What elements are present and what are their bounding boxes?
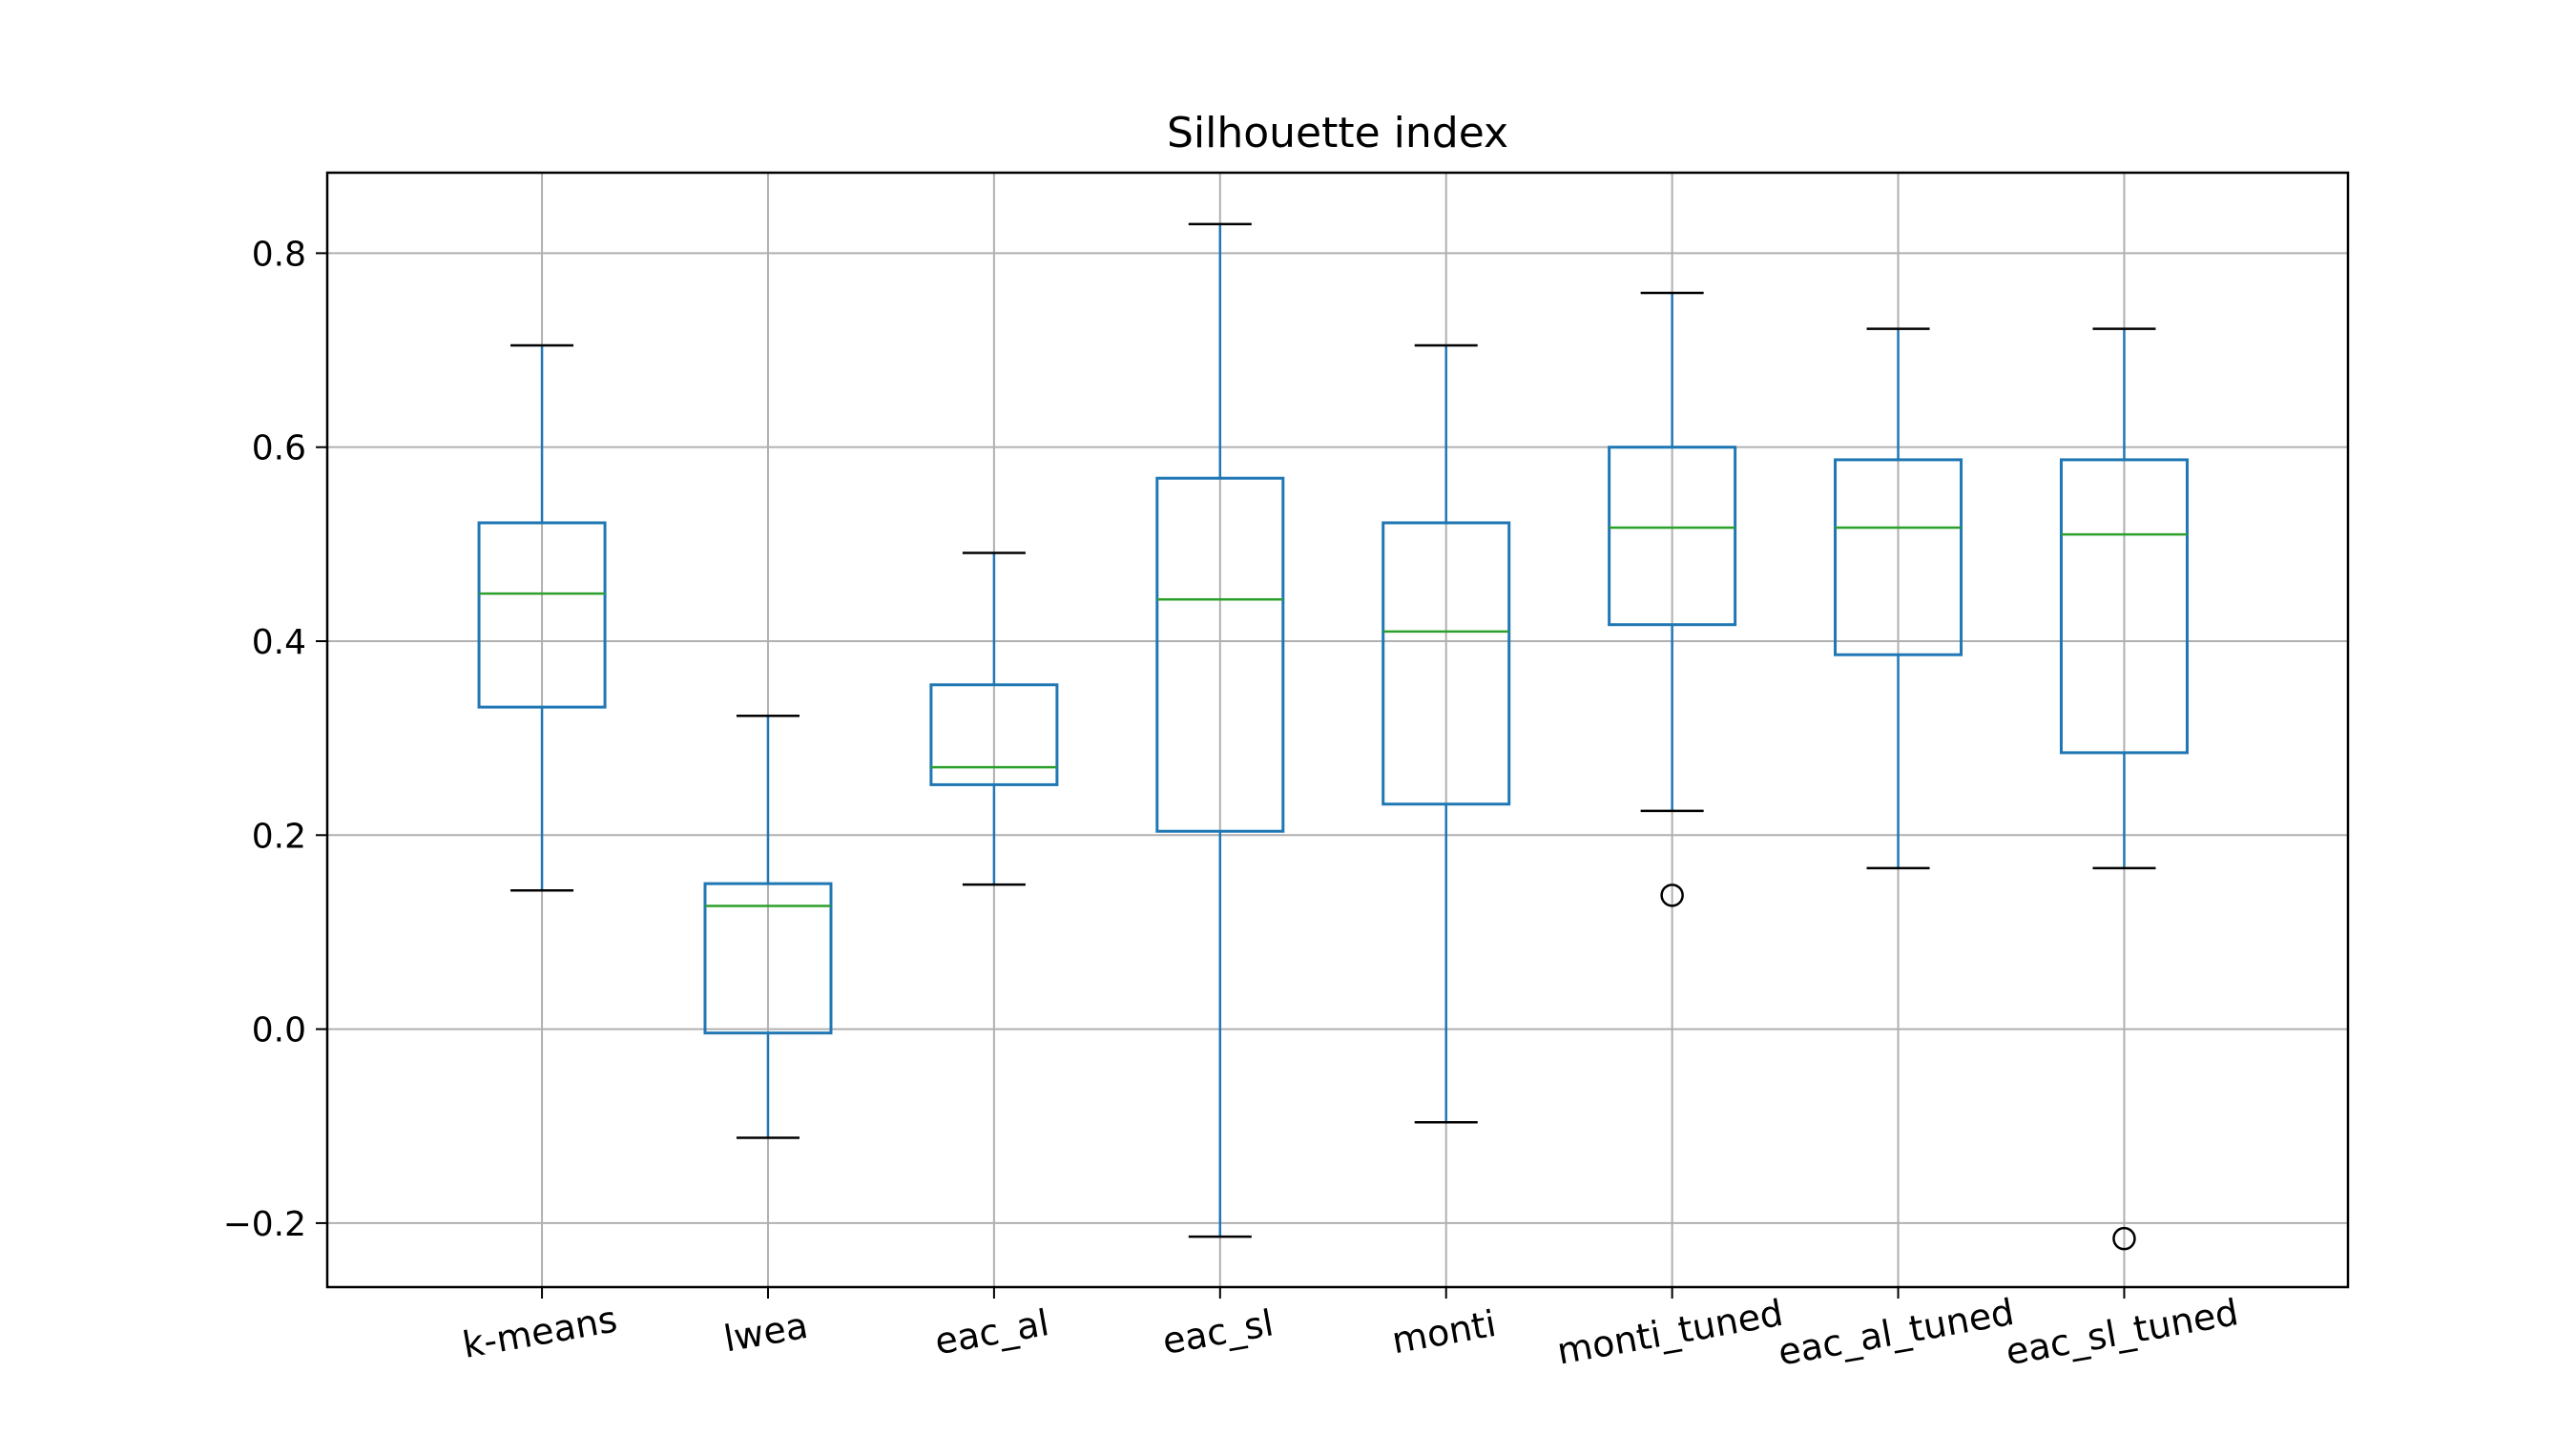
box-eac_sl: [1155, 222, 1285, 1238]
box-iqr: [1608, 446, 1737, 627]
x-tick-label: eac_sl: [1159, 1301, 1277, 1362]
y-tick-label: −0.2: [223, 1205, 306, 1244]
box-lwea: [703, 715, 833, 1139]
y-tick-label: 0.0: [252, 1011, 306, 1050]
outlier-point: [1660, 884, 1684, 907]
y-tick-label: 0.6: [252, 429, 306, 468]
box-series: [477, 222, 2189, 1251]
x-tick-label: lwea: [720, 1304, 811, 1361]
outlier-point: [2112, 1226, 2136, 1251]
box-k-means: [477, 343, 607, 892]
axis-ticks: −0.2 0.0 0.2 0.4 0.6 0.8 k-means lwea eac_al eac_…: [223, 235, 2242, 1373]
x-tick-label: eac_al_tuned: [1775, 1291, 2017, 1374]
chart-title: Silhouette index: [1167, 109, 1508, 157]
box-monti_tuned: [1608, 291, 1737, 907]
y-tick-label: 0.2: [252, 817, 306, 856]
box-iqr: [929, 683, 1059, 786]
box-eac_al: [929, 551, 1059, 886]
box-iqr: [1155, 476, 1285, 833]
box-monti: [1381, 343, 1511, 1124]
x-tick-label: eac_al: [932, 1301, 1052, 1362]
box-iqr: [1381, 521, 1511, 806]
x-tick-label: monti: [1389, 1302, 1500, 1362]
grid-lines: [327, 173, 2348, 1287]
x-tick-label: monti_tuned: [1554, 1292, 1786, 1373]
box-iqr: [2059, 458, 2189, 755]
box-iqr: [703, 882, 833, 1035]
y-tick-label: 0.4: [252, 623, 306, 662]
box-eac_sl_tuned: [2059, 327, 2189, 1251]
box-iqr: [1834, 458, 1963, 656]
x-tick-label: eac_sl_tuned: [2003, 1291, 2241, 1373]
x-tick-label: k-means: [460, 1298, 620, 1366]
box-eac_al_tuned: [1834, 327, 1963, 870]
y-tick-label: 0.8: [252, 235, 306, 274]
plot-area-frame: [325, 171, 2350, 1289]
box-iqr: [477, 521, 607, 709]
